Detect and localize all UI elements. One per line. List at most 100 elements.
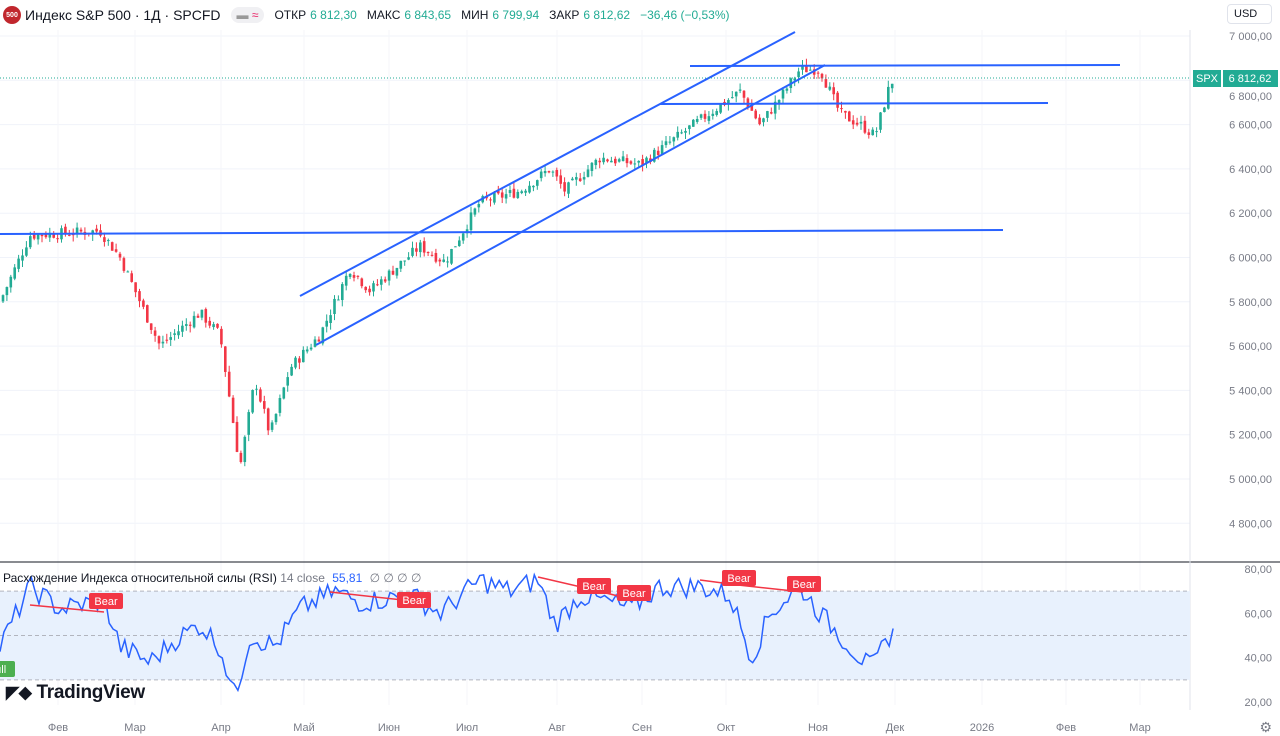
candle-body — [695, 118, 699, 122]
candle-body — [547, 171, 551, 173]
candle-body — [711, 113, 715, 116]
candle-body — [863, 120, 867, 133]
candle-body — [422, 241, 426, 253]
candle-body — [360, 278, 364, 287]
candle-body — [208, 320, 211, 326]
candle-body — [532, 185, 535, 188]
candle-body — [380, 279, 383, 285]
candle-body — [477, 204, 481, 208]
time-tick: Дек — [886, 722, 905, 734]
candle-body — [103, 237, 106, 242]
candle-body — [372, 283, 375, 292]
candle-body — [684, 130, 687, 133]
candle-body — [383, 279, 387, 282]
candle-body — [688, 125, 691, 130]
candle-body — [610, 160, 613, 163]
open-label: ОТКР — [274, 8, 307, 22]
candle-body — [629, 161, 633, 164]
candle-body — [676, 131, 679, 138]
candle-body — [524, 190, 527, 193]
candle-body — [138, 291, 141, 302]
candle-body — [766, 111, 769, 118]
high-value: 6 843,65 — [404, 8, 452, 22]
candle-body — [473, 208, 477, 215]
candle-body — [567, 182, 570, 194]
rsi-line — [0, 572, 894, 693]
candle-body — [450, 249, 453, 264]
candle-body — [703, 113, 707, 119]
candle-body — [56, 238, 59, 240]
bear-label — [617, 585, 651, 601]
candle-body — [781, 89, 785, 99]
price-tag-symbol — [1193, 70, 1221, 87]
bear-label-text: Bear — [582, 581, 606, 593]
candle-body — [130, 273, 133, 282]
candle-body — [259, 389, 262, 402]
currency-select[interactable]: USD — [1227, 4, 1272, 24]
settings-icon[interactable]: ⚙ — [1259, 719, 1272, 735]
candle-body — [855, 122, 859, 125]
candle-body — [302, 349, 305, 363]
low-value: 6 799,94 — [492, 8, 540, 22]
time-tick: Апр — [211, 722, 230, 734]
candle-body — [773, 101, 777, 114]
divergence-line — [29, 604, 105, 613]
candle-body — [621, 156, 625, 162]
candle-body — [606, 159, 609, 162]
candle-body — [391, 270, 395, 275]
high-label: МАКС — [366, 8, 401, 22]
candle-body — [192, 315, 196, 328]
candle-body — [633, 163, 637, 165]
candle-body — [177, 331, 180, 336]
time-tick: Сен — [632, 722, 652, 734]
candle-body — [508, 190, 512, 194]
price-tick: 6 000,00 — [1229, 253, 1272, 265]
candle-body — [142, 300, 145, 307]
candle-body — [333, 298, 336, 314]
candle-body — [879, 112, 882, 130]
candle-body — [836, 92, 839, 108]
rsi-title: Расхождение Индекса относительной силы (… — [3, 571, 277, 585]
candle-body — [255, 388, 258, 390]
symbol-title[interactable]: Индекс S&P 500 · 1Д · SPCFD — [25, 7, 221, 23]
price-tick: 5 800,00 — [1229, 297, 1272, 309]
candle-body — [286, 377, 289, 386]
candle-body — [528, 185, 531, 193]
candle-body — [220, 328, 223, 345]
candle-body — [387, 270, 391, 281]
candle-body — [1, 295, 5, 302]
candle-body — [539, 171, 543, 179]
candle-body — [820, 73, 824, 79]
candle-body — [411, 247, 414, 256]
candle-body — [458, 240, 461, 247]
candle-body — [500, 192, 504, 198]
candle-body — [165, 339, 169, 341]
candle-body — [337, 299, 340, 301]
candle-body — [169, 337, 172, 340]
candle-body — [204, 309, 208, 323]
candle-body — [851, 120, 855, 125]
bear-label — [577, 578, 611, 594]
trend-line — [659, 102, 1049, 105]
candle-body — [555, 169, 559, 177]
candle-body — [645, 157, 648, 164]
candle-body — [25, 247, 28, 256]
candle-body — [309, 347, 313, 350]
compare-toggle[interactable]: ▬ ≈ — [230, 7, 265, 23]
rsi-tick: 60,00 — [1244, 608, 1272, 620]
bull-label-text: Bull — [0, 664, 6, 676]
candle-body — [29, 236, 32, 248]
trend-line — [315, 64, 826, 346]
candle-body — [157, 336, 161, 344]
candle-body — [660, 145, 664, 154]
tradingview-logo[interactable]: ◤◆ TradingView — [6, 682, 145, 703]
bear-label — [397, 592, 431, 608]
candle-body — [571, 178, 574, 181]
candle-body — [40, 234, 44, 237]
candle-body — [68, 234, 71, 236]
candle-body — [146, 305, 149, 323]
candle-body — [832, 87, 835, 95]
candle-body — [9, 276, 13, 288]
rsi-params: 14 close — [280, 571, 325, 585]
